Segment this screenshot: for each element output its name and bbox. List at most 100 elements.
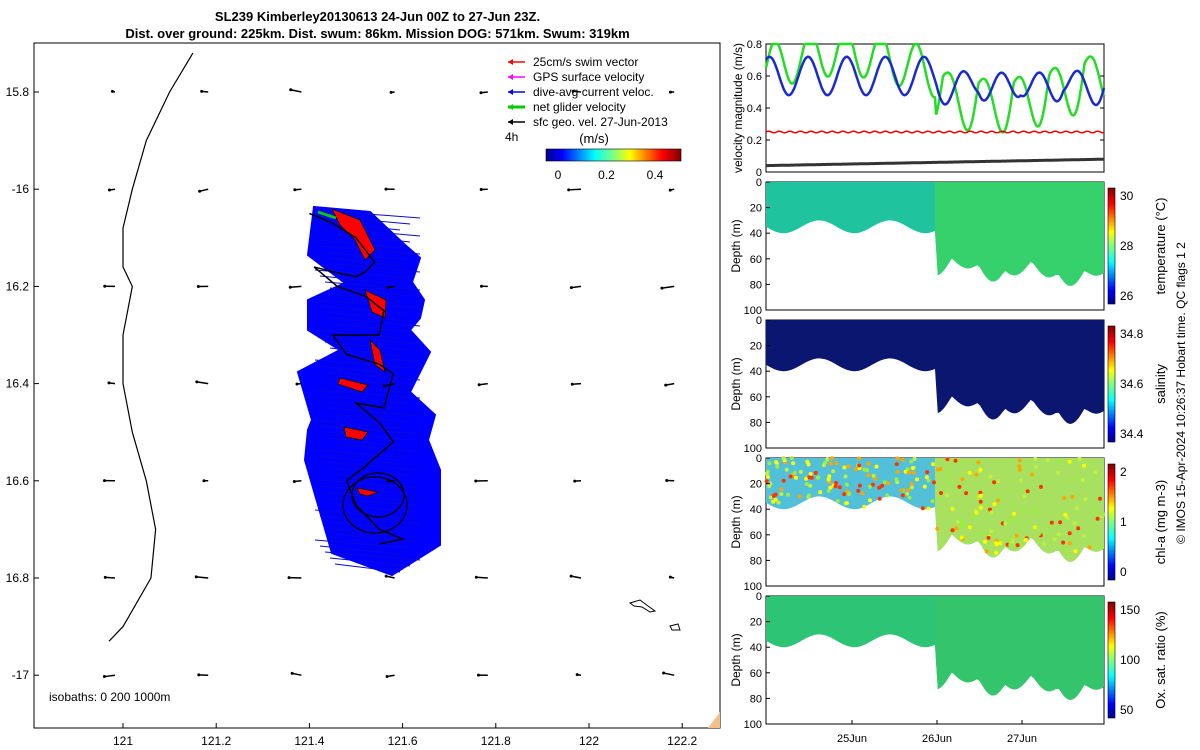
chla-sample <box>1061 540 1066 545</box>
chla-sample <box>1008 542 1013 547</box>
chla-sample <box>986 535 991 540</box>
chla-sample <box>1072 521 1077 526</box>
geo-velocity-arrow-head <box>102 675 106 679</box>
chla-sample <box>868 498 872 503</box>
chla-sample <box>955 519 960 524</box>
chla-sample <box>866 461 871 466</box>
velocity-tick-label: 0 <box>756 167 762 179</box>
chla-sample <box>1089 530 1094 535</box>
chla-sample <box>954 526 959 531</box>
time-tick-label: 27Jun <box>1007 733 1037 745</box>
chla-sample <box>834 461 839 466</box>
colorbar-tick-label: 0 <box>555 168 562 182</box>
geo-velocity-arrow <box>104 674 116 678</box>
chla-sample <box>781 456 786 461</box>
swim-vector-patch <box>369 338 386 373</box>
chla-sample <box>779 492 784 497</box>
chla-sample <box>828 485 833 490</box>
depth-tick-label: 80 <box>750 417 762 429</box>
swath-vector <box>324 311 401 321</box>
depth-tick-label: 20 <box>750 617 762 629</box>
chla-sample <box>1070 494 1075 499</box>
chla-sample <box>907 495 912 500</box>
lat-tick-label: 16.2 <box>6 279 30 293</box>
depth-axis-label: Depth (m) <box>729 219 743 272</box>
chla-sample <box>1067 459 1072 464</box>
section-panel-salinity: 0 20 40 60 80 100 Depth (m) 34.8 34.6 34.4 salinit… <box>729 315 1168 455</box>
chla-sample <box>960 477 965 482</box>
chla-sample <box>905 491 910 496</box>
chla-sample <box>791 461 796 466</box>
chla-sample <box>900 493 905 498</box>
depth-axis-label: Depth (m) <box>729 495 743 548</box>
geo-velocity-arrow-head <box>384 574 388 578</box>
section-colorbar <box>1107 325 1116 443</box>
chla-sample <box>1058 520 1063 525</box>
chla-sample <box>996 479 1001 484</box>
velocity-tick-label: 0.8 <box>747 39 762 51</box>
velocity-yticks: 0 0.2 0.4 0.6 0.8 <box>747 39 1104 179</box>
depth-tick-label: 40 <box>750 504 762 516</box>
section-colorbar-label: Ox. sat. ratio (%) <box>1153 611 1168 709</box>
geo-velocity-arrow-head <box>668 90 672 94</box>
imos-credit: © IMOS 15-Apr-2024 10:26:37 Hobart time.… <box>1174 242 1188 544</box>
swath-vector <box>329 437 401 447</box>
chla-sample <box>767 461 772 466</box>
chla-sample <box>864 468 869 473</box>
chla-sample <box>842 492 847 497</box>
chla-sample <box>947 472 952 477</box>
chla-sample <box>1023 538 1028 542</box>
chla-sample <box>1025 489 1030 494</box>
chla-sample <box>1056 470 1060 475</box>
swath-vector <box>314 209 421 219</box>
chla-sample <box>1081 463 1086 468</box>
chla-sample <box>877 485 882 490</box>
chla-sample <box>877 496 882 501</box>
time-axis: 25Jun 26Jun 27Jun <box>837 720 1037 745</box>
lat-tick-label: -17 <box>12 668 30 682</box>
depth-tick-label: 20 <box>750 479 762 491</box>
swath-vector <box>314 299 421 309</box>
swim-speed-line <box>765 130 1105 134</box>
isobaths-label: isobaths: 0 200 1000m <box>49 690 170 704</box>
geo-velocity-arrow-head <box>290 671 294 675</box>
section-colorbar-label: salinity <box>1153 364 1168 404</box>
chla-sample <box>957 484 962 489</box>
section-colorbar <box>1107 463 1116 581</box>
chla-sample <box>1022 494 1027 499</box>
geo-velocity-arrow-head <box>662 671 666 675</box>
chla-sample <box>873 476 878 481</box>
chla-sample <box>826 489 831 493</box>
depth-tick-label: 100 <box>744 305 762 317</box>
chla-sample <box>932 480 936 485</box>
geo-velocity-arrow-head <box>292 480 296 484</box>
chla-sample <box>950 528 955 533</box>
chla-sample <box>1030 472 1034 477</box>
depth-tick-label: 80 <box>750 693 762 705</box>
geo-velocity-arrow <box>571 285 582 289</box>
chla-sample <box>815 475 820 480</box>
chla-sample <box>845 489 849 494</box>
lon-tick-label: 122 <box>579 734 599 748</box>
colorbar-tick-label: 0.4 <box>647 168 664 182</box>
chla-sample <box>807 493 811 498</box>
chla-sample <box>974 510 979 515</box>
swim-vector-patch <box>337 377 369 393</box>
lon-tick-label: 121.6 <box>388 734 418 748</box>
chla-sample <box>988 474 993 479</box>
chla-sample <box>983 539 987 544</box>
chla-sample <box>906 470 911 475</box>
depth-tick-label: 40 <box>750 366 762 378</box>
chla-sample <box>964 491 969 496</box>
chla-sample <box>992 480 997 485</box>
geo-velocity-arrow <box>105 576 116 579</box>
legend-arrowhead <box>508 119 513 125</box>
geo-velocity-arrow-head <box>389 90 393 94</box>
section-colorbar-label: temperature (°C) <box>1153 198 1168 295</box>
geo-velocity-arrow-head <box>479 187 483 191</box>
chart-title-line2: Dist. over ground: 225km. Dist. swum: 86… <box>125 26 630 41</box>
swath-vector <box>319 395 411 405</box>
chla-sample <box>1021 509 1026 514</box>
chart-title-line1: SL239 Kimberley20130613 24-Jun 00Z to 27… <box>214 9 541 24</box>
